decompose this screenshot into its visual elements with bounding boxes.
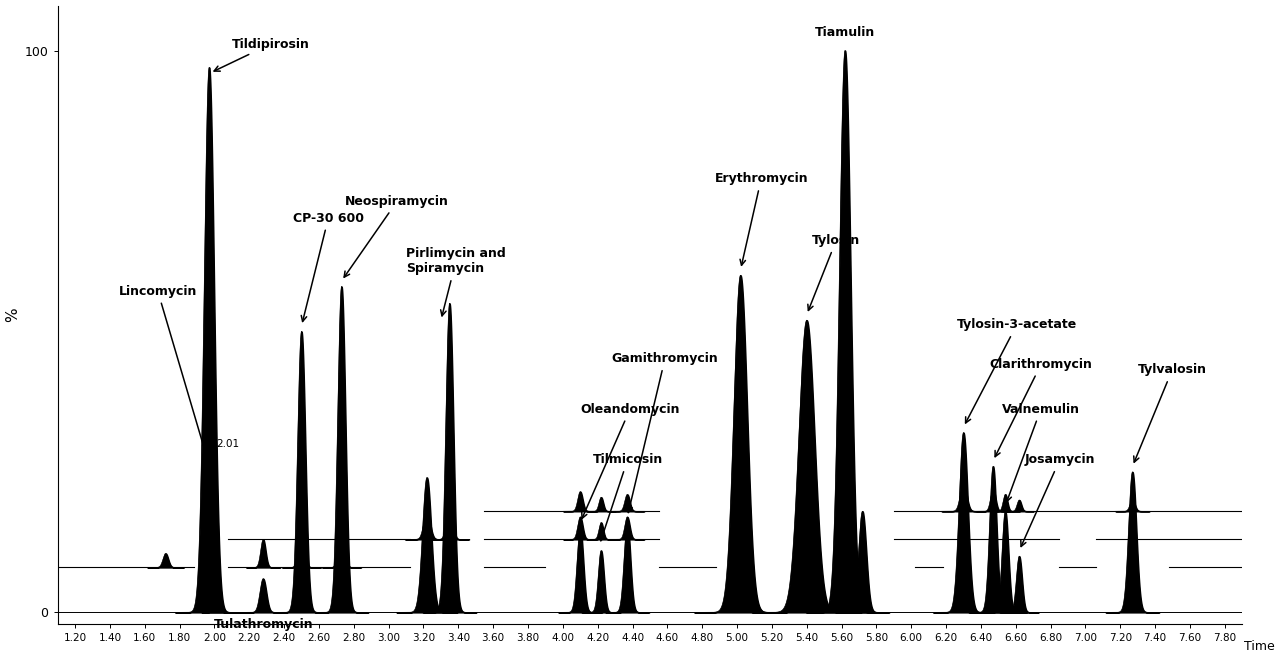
Text: Gamithromycin: Gamithromycin bbox=[612, 352, 718, 513]
Text: Tylosin-3-acetate: Tylosin-3-acetate bbox=[956, 318, 1076, 423]
Text: Time: Time bbox=[1244, 640, 1275, 653]
Text: Clarithromycin: Clarithromycin bbox=[989, 358, 1093, 456]
Text: Josamycin: Josamycin bbox=[1021, 453, 1094, 547]
Y-axis label: %: % bbox=[5, 307, 20, 322]
Text: CP-30 600: CP-30 600 bbox=[293, 212, 364, 322]
Text: Tylvalosin: Tylvalosin bbox=[1134, 364, 1207, 462]
Text: Tildipirosin: Tildipirosin bbox=[214, 37, 310, 71]
Text: Lincomycin: Lincomycin bbox=[119, 284, 216, 485]
Text: Pirlimycin and
Spiramycin: Pirlimycin and Spiramycin bbox=[406, 247, 506, 316]
Text: Oleandomycin: Oleandomycin bbox=[580, 403, 680, 519]
Text: Valnemulin: Valnemulin bbox=[1002, 403, 1080, 502]
Text: Erythromycin: Erythromycin bbox=[714, 173, 808, 266]
Text: 2.01: 2.01 bbox=[216, 439, 239, 449]
Text: Tiamulin: Tiamulin bbox=[815, 26, 876, 39]
Text: Tilmicosin: Tilmicosin bbox=[593, 453, 663, 541]
Text: Neospiramycin: Neospiramycin bbox=[344, 195, 449, 277]
Text: Tulathromycin: Tulathromycin bbox=[214, 618, 314, 631]
Text: Tylosin: Tylosin bbox=[808, 234, 860, 311]
